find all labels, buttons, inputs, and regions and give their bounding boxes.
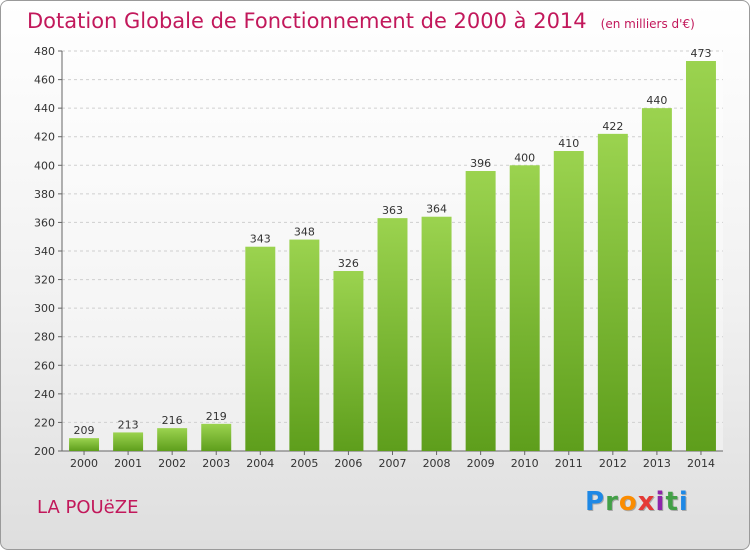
x-tick-label: 2007 bbox=[379, 457, 407, 470]
x-tick-label: 2003 bbox=[202, 457, 230, 470]
bar[interactable] bbox=[597, 133, 628, 451]
bar[interactable] bbox=[377, 218, 408, 451]
bar-value-label: 396 bbox=[470, 157, 491, 170]
chart-subtitle: (en milliers d'€) bbox=[600, 17, 695, 31]
y-tick-label: 200 bbox=[34, 445, 55, 458]
y-tick-label: 400 bbox=[34, 159, 55, 172]
y-tick-label: 340 bbox=[34, 245, 55, 258]
logo-letter: r bbox=[605, 487, 619, 517]
x-tick-label: 2010 bbox=[511, 457, 539, 470]
bar-value-label: 326 bbox=[338, 257, 359, 270]
chart-title-text: Dotation Globale de Fonctionnement de 20… bbox=[27, 9, 587, 33]
x-tick-label: 2013 bbox=[643, 457, 671, 470]
logo-letter: t bbox=[665, 487, 679, 517]
x-tick-label: 2000 bbox=[70, 457, 98, 470]
bar[interactable] bbox=[685, 61, 716, 451]
bar[interactable] bbox=[421, 216, 452, 451]
bar[interactable] bbox=[69, 438, 100, 451]
x-tick-label: 2002 bbox=[158, 457, 186, 470]
bar[interactable] bbox=[245, 246, 276, 451]
y-tick-label: 240 bbox=[34, 388, 55, 401]
proxiti-logo[interactable]: Proxiti bbox=[585, 487, 689, 517]
y-tick-label: 360 bbox=[34, 216, 55, 229]
x-tick-label: 2011 bbox=[555, 457, 583, 470]
y-tick-label: 220 bbox=[34, 416, 55, 429]
logo-letter: o bbox=[618, 487, 638, 517]
bar[interactable] bbox=[113, 432, 144, 451]
y-tick-label: 480 bbox=[34, 45, 55, 58]
chart-title: Dotation Globale de Fonctionnement de 20… bbox=[27, 9, 695, 33]
x-tick-label: 2014 bbox=[687, 457, 715, 470]
bar[interactable] bbox=[201, 423, 232, 451]
bar-value-label: 440 bbox=[646, 94, 667, 107]
bar[interactable] bbox=[157, 428, 188, 451]
bar[interactable] bbox=[509, 165, 540, 452]
y-tick-label: 440 bbox=[34, 102, 55, 115]
x-tick-label: 2001 bbox=[114, 457, 142, 470]
logo-letter: i bbox=[655, 487, 666, 517]
bar-value-label: 422 bbox=[602, 120, 623, 133]
y-tick-label: 280 bbox=[34, 331, 55, 344]
bar-value-label: 209 bbox=[74, 424, 95, 437]
x-tick-label: 2008 bbox=[423, 457, 451, 470]
logo-letter: P bbox=[585, 487, 606, 517]
x-tick-label: 2009 bbox=[467, 457, 495, 470]
bar-value-label: 219 bbox=[206, 410, 227, 423]
bar-value-label: 348 bbox=[294, 226, 315, 239]
bar-value-label: 213 bbox=[118, 418, 139, 431]
bar-value-label: 216 bbox=[162, 414, 183, 427]
bar[interactable] bbox=[465, 171, 496, 451]
y-tick-label: 320 bbox=[34, 274, 55, 287]
bar[interactable] bbox=[289, 239, 320, 451]
bar-value-label: 400 bbox=[514, 151, 535, 164]
x-tick-label: 2004 bbox=[246, 457, 274, 470]
y-tick-label: 260 bbox=[34, 359, 55, 372]
bar-value-label: 473 bbox=[690, 47, 711, 60]
bar[interactable] bbox=[333, 271, 364, 451]
bar[interactable] bbox=[641, 108, 672, 452]
bar-value-label: 410 bbox=[558, 137, 579, 150]
y-tick-label: 300 bbox=[34, 302, 55, 315]
bar-value-label: 363 bbox=[382, 204, 403, 217]
bar-value-label: 343 bbox=[250, 233, 271, 246]
commune-name: LA POUëZE bbox=[37, 497, 139, 518]
x-tick-label: 2006 bbox=[334, 457, 362, 470]
bar[interactable] bbox=[553, 151, 584, 451]
y-tick-label: 460 bbox=[34, 74, 55, 87]
bar-value-label: 364 bbox=[426, 203, 447, 216]
y-tick-label: 420 bbox=[34, 131, 55, 144]
logo-letter: x bbox=[637, 487, 656, 517]
x-tick-label: 2005 bbox=[290, 457, 318, 470]
y-tick-label: 380 bbox=[34, 188, 55, 201]
logo-letter: i bbox=[678, 487, 689, 517]
x-tick-label: 2012 bbox=[599, 457, 627, 470]
